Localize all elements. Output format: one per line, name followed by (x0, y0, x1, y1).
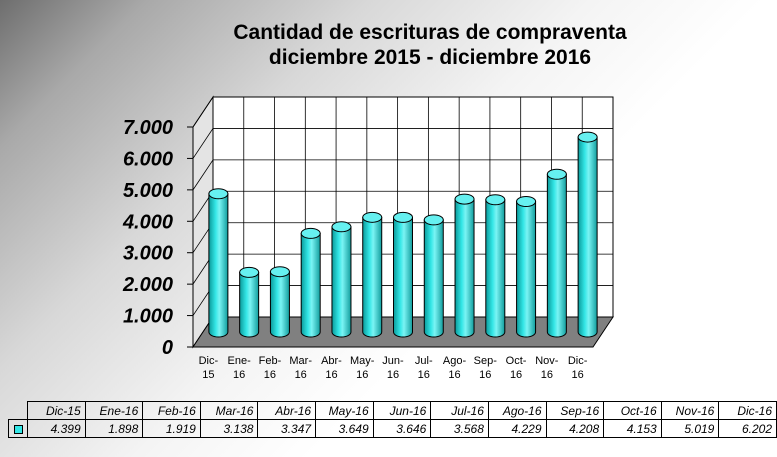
data-table-value: 3.138 (199, 419, 259, 438)
x-tick-label: May-16 (350, 355, 375, 381)
chart-title-line-2: diciembre 2015 - diciembre 2016 (268, 46, 592, 69)
bar-body (454, 198, 475, 338)
data-table-category: Oct-16 (603, 401, 662, 420)
data-table-value: 1.919 (142, 419, 201, 438)
bar-Jul-16 (423, 214, 444, 338)
bar-top (485, 194, 506, 206)
bar-body (239, 271, 260, 338)
bar-top (546, 168, 567, 180)
bars (208, 131, 598, 338)
bar-Dic-15 (208, 188, 229, 338)
legend-key (13, 424, 23, 434)
chart-title: Cantidad de escrituras de compraventa di… (150, 20, 710, 70)
data-table-category: Ago-16 (487, 401, 547, 420)
data-table-category: Jun-16 (372, 401, 432, 420)
data-table-values-row: 4.399 1.898 1.919 3.138 3.347 3.649 3.646 3.568… (7, 419, 777, 438)
x-tick-label: Oct-16 (506, 355, 527, 381)
x-axis: Dic-15 Ene-16 Feb-16 Mar-16 Abr-16 May-16 Jun-… (193, 346, 593, 381)
bar-Ago-16 (454, 193, 475, 338)
bar-top (239, 266, 260, 278)
bar-Jun-16 (393, 211, 413, 338)
bar-body (485, 199, 506, 338)
bar-top (208, 188, 229, 200)
y-tick-label: 7.000 (123, 117, 173, 139)
data-table-category: Abr-16 (257, 401, 317, 420)
data-table-value: 4.399 (27, 419, 86, 438)
bar-top (300, 227, 321, 239)
x-tick-label: Mar-16 (289, 355, 312, 381)
x-tick-label: Jul-16 (415, 355, 433, 381)
data-table-category: Feb-16 (142, 401, 201, 420)
chart-plot: 0 1.000 2.000 3.000 4.000 5.000 6.000 7.000 Dic… (122, 95, 614, 381)
data-table-value: 4.229 (487, 419, 547, 438)
data-table-category: Mar-16 (199, 401, 259, 420)
bar-Sep-16 (485, 194, 506, 338)
x-tick-label: Ene-16 (228, 355, 252, 381)
bar-Abr-16 (331, 221, 352, 338)
bar-top (516, 195, 537, 207)
bar-body (208, 193, 229, 338)
y-tick-label: 5.000 (123, 180, 173, 202)
data-table-category: Ene-16 (84, 401, 144, 420)
bar-Feb-16 (269, 266, 290, 338)
data-table-category: May-16 (315, 401, 374, 420)
data-table-header-row: Dic-15 Ene-16 Feb-16 Mar-16 Abr-16 May-16 Jun-… (9, 401, 777, 420)
data-table-value: 4.153 (603, 419, 662, 438)
data-table-value: 3.646 (372, 419, 432, 438)
bar-body (577, 136, 598, 338)
y-tick-label: 3.000 (123, 243, 173, 265)
y-tick-label: 1.000 (123, 306, 173, 328)
data-table-category: Sep-16 (545, 401, 605, 420)
bar-body (423, 219, 444, 338)
bar-top (331, 221, 352, 233)
data-table-value: 3.568 (430, 419, 489, 438)
x-tick-label: Jun-16 (382, 355, 404, 381)
x-tick-label: Dic-16 (568, 355, 588, 381)
x-tick-label: Dic-15 (199, 355, 219, 381)
legend-key-cell (7, 419, 29, 438)
bar-top (269, 266, 290, 278)
x-tick-label: Ago-16 (443, 355, 467, 381)
data-table: Dic-15 Ene-16 Feb-16 Mar-16 Abr-16 May-16 Jun-… (7, 401, 777, 438)
y-axis: 0 1.000 2.000 3.000 4.000 5.000 6.000 7.000 (122, 117, 194, 359)
bar-top (423, 214, 444, 226)
x-tick-label: Sep-16 (474, 355, 498, 381)
data-table-category: Dic-15 (27, 401, 86, 420)
data-table-category: Dic-16 (718, 401, 777, 420)
x-tick-label: Feb-16 (259, 355, 282, 381)
bar-Ene-16 (239, 266, 260, 338)
bar-top (454, 193, 475, 205)
y-tick-label: 6.000 (123, 148, 173, 170)
bar-top (577, 131, 598, 143)
bar-body (331, 226, 352, 338)
bar-body (362, 216, 383, 338)
data-table-corner (9, 402, 28, 420)
data-table-value: 3.347 (257, 419, 317, 438)
bar-body (300, 232, 321, 338)
bar-body (269, 271, 290, 338)
x-tick-label: Nov-16 (535, 355, 559, 381)
data-table-category: Nov-16 (660, 401, 720, 420)
bar-top (393, 211, 413, 223)
bar-Nov-16 (546, 168, 567, 338)
x-tick-label: Abr-16 (321, 355, 342, 381)
bar-May-16 (362, 211, 383, 338)
data-table-category: Jul-16 (430, 401, 489, 420)
chart-title-line-1: Cantidad de escrituras de compraventa (233, 21, 627, 44)
bar-Oct-16 (516, 195, 537, 338)
bar-top (362, 211, 383, 223)
data-table-value: 6.202 (718, 419, 777, 438)
y-tick-label: 2.000 (122, 274, 173, 296)
data-table-value: 3.649 (315, 419, 374, 438)
bar-body (393, 216, 413, 338)
y-tick-label: 0 (162, 337, 173, 359)
data-table-value: 1.898 (84, 419, 144, 438)
data-table-value: 4.208 (545, 419, 605, 438)
y-tick-label: 4.000 (122, 211, 173, 233)
data-table-value: 5.019 (660, 419, 720, 438)
bar-Dic-16 (577, 131, 598, 338)
bar-body (516, 200, 537, 338)
bar-body (546, 173, 567, 338)
bar-Mar-16 (300, 227, 321, 338)
